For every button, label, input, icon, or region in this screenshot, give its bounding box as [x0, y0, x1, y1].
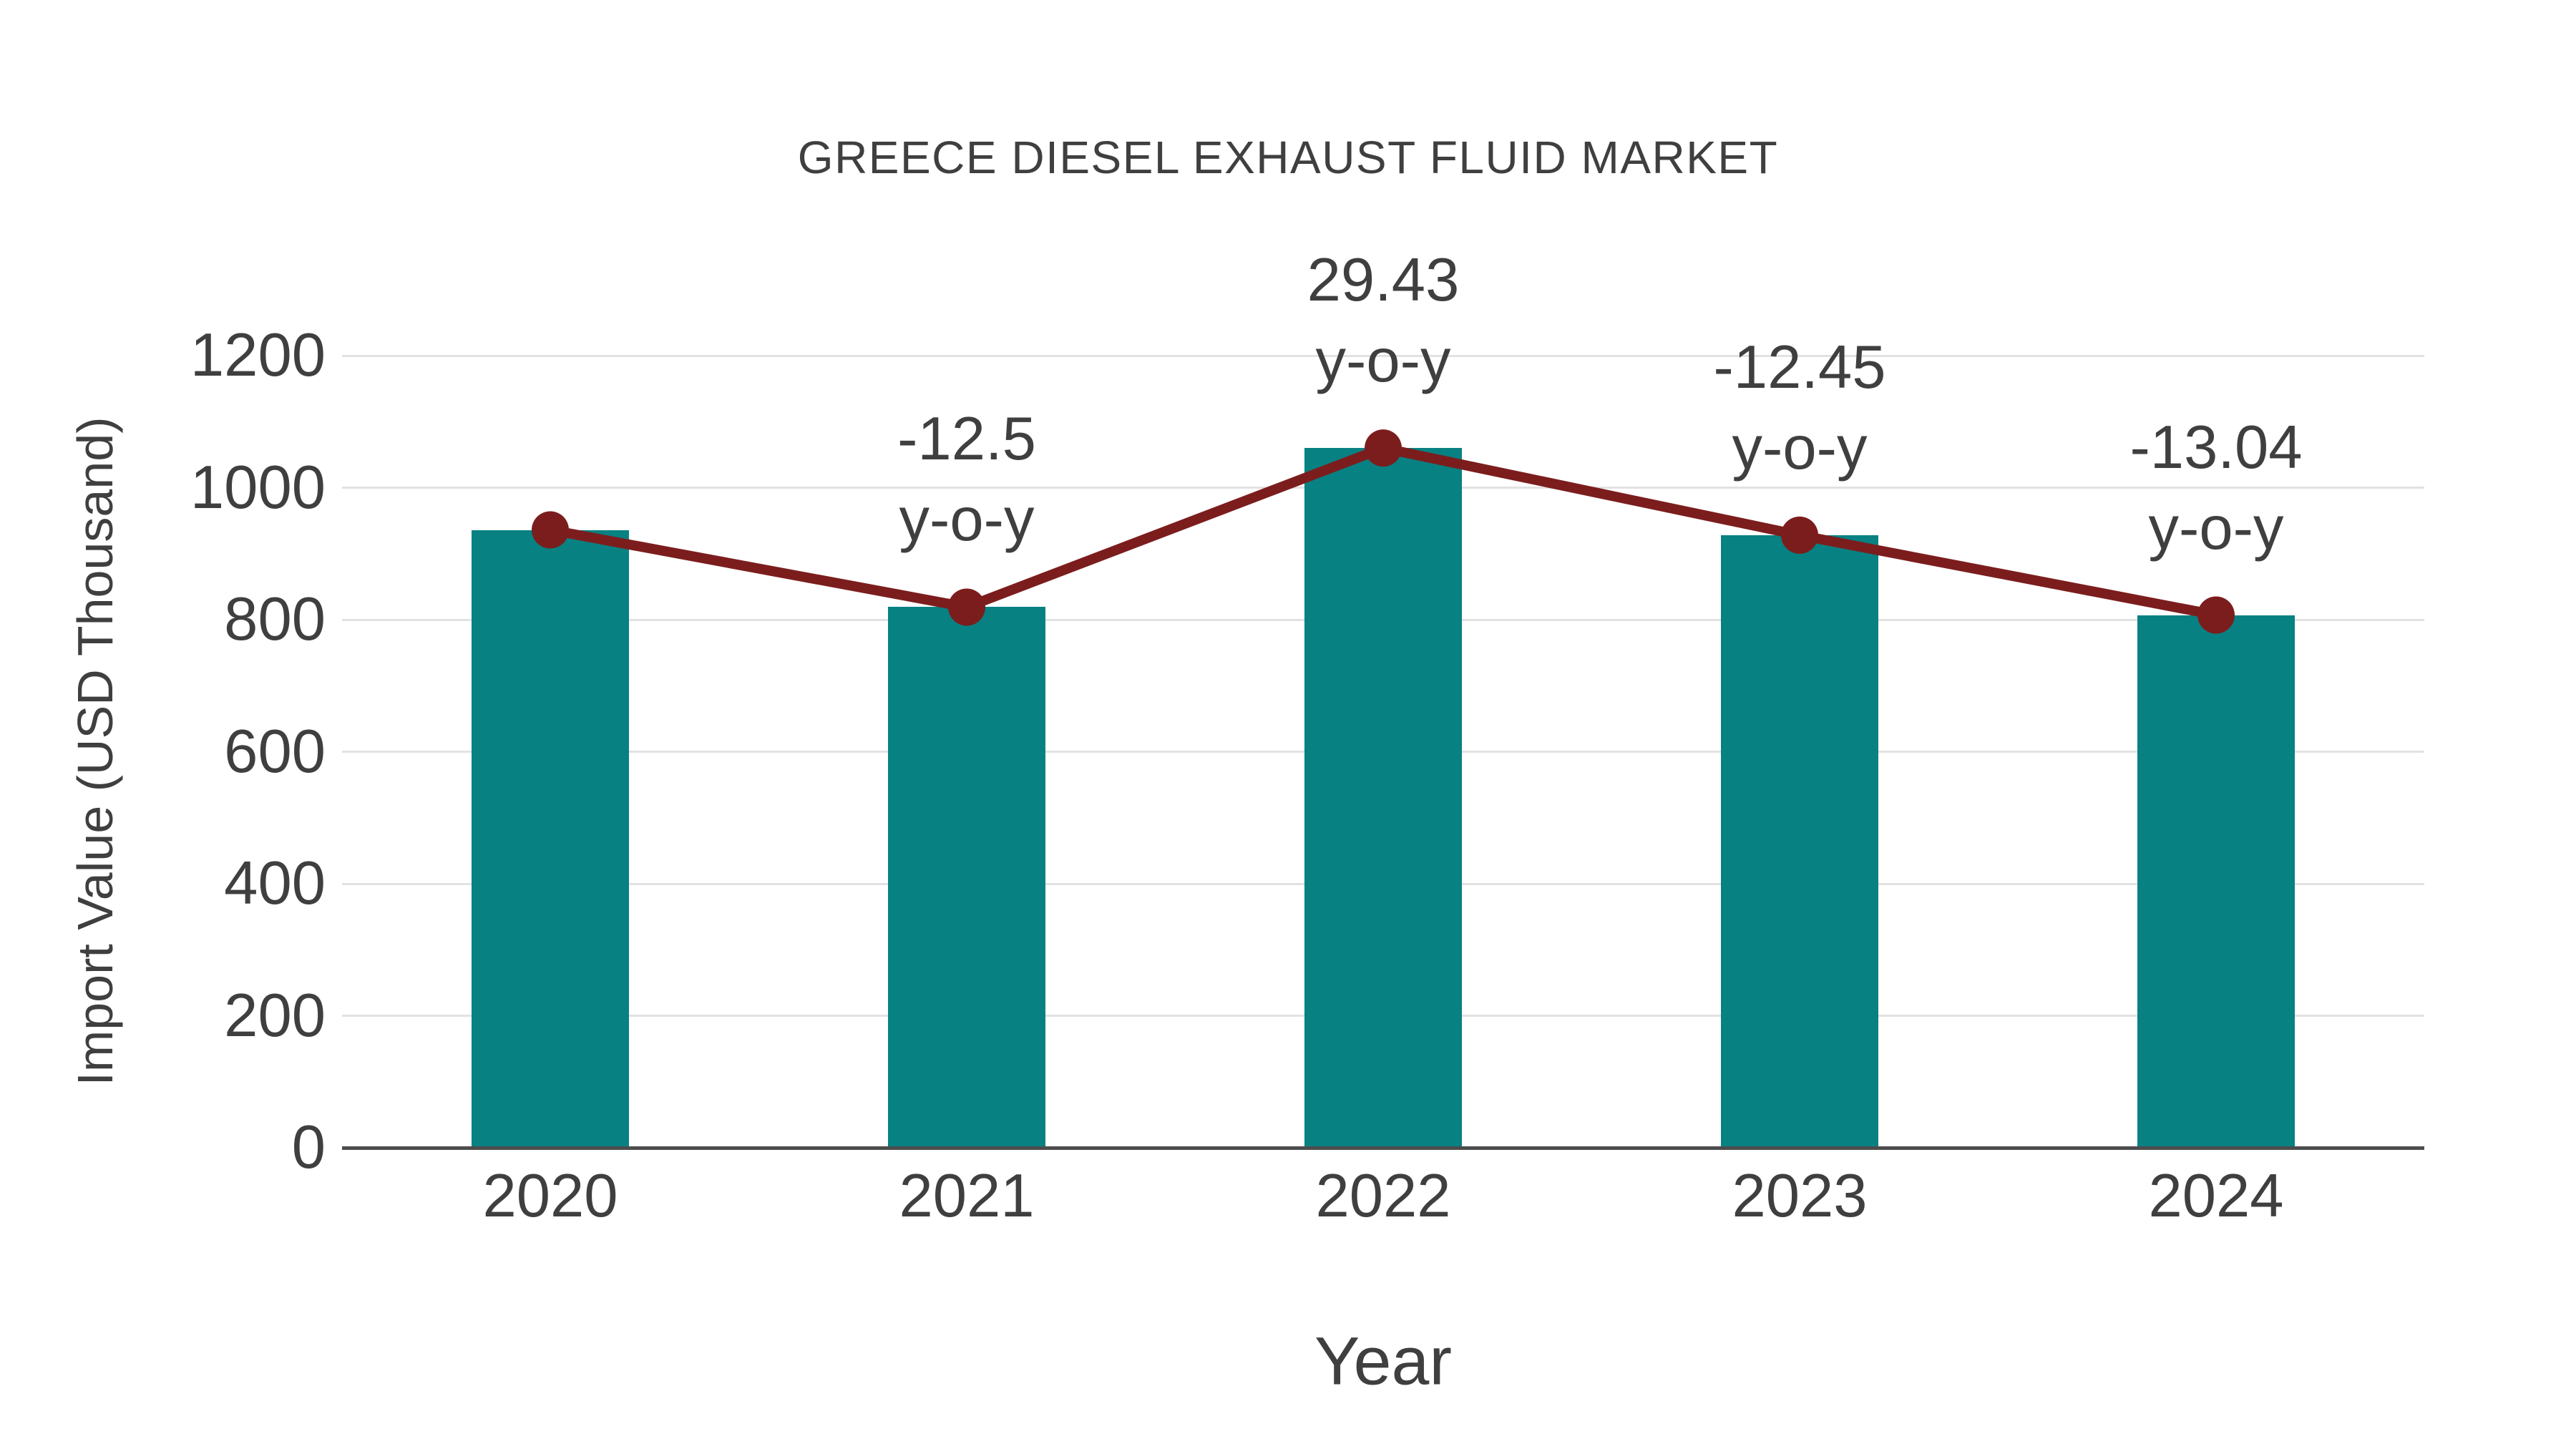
chart-title: GREECE DIESEL EXHAUST FLUID MARKET — [797, 132, 1779, 183]
yoy-marker-2021 — [948, 588, 985, 626]
x-axis-label: Year — [1314, 1323, 1452, 1400]
bar-2024 — [2137, 615, 2295, 1148]
y-tick-label-200: 200 — [224, 981, 326, 1050]
annotation-2024-label: y-o-y — [2148, 494, 2284, 562]
annotation-2021-label: y-o-y — [899, 486, 1035, 555]
y-tick-label-1000: 1000 — [190, 453, 326, 522]
annotation-2022-value: 29.43 — [1307, 246, 1460, 315]
y-tick-label-0: 0 — [291, 1113, 326, 1181]
x-tick-label-2022: 2022 — [1315, 1162, 1451, 1230]
annotation-2021-value: -12.5 — [897, 405, 1036, 474]
annotation-2023-label: y-o-y — [1732, 414, 1868, 482]
x-axis-line — [342, 1146, 2424, 1150]
bar-2020 — [472, 530, 629, 1148]
y-tick-label-600: 600 — [224, 717, 326, 786]
annotation-2022-label: y-o-y — [1315, 327, 1451, 396]
y-tick-label-800: 800 — [224, 585, 326, 653]
yoy-line — [549, 442, 2218, 620]
x-tick-label-2024: 2024 — [2148, 1162, 2284, 1230]
bar-2022 — [1304, 448, 1462, 1148]
y-tick-label-1200: 1200 — [190, 321, 326, 389]
yoy-marker-2020 — [532, 511, 569, 549]
annotation-2024-value: -13.04 — [2129, 413, 2303, 482]
annotation-2023-value: -12.45 — [1713, 333, 1886, 401]
x-tick-label-2020: 2020 — [482, 1162, 618, 1230]
bar-2021 — [888, 607, 1045, 1148]
gridline-1200 — [342, 354, 2424, 357]
yoy-marker-2024 — [2197, 596, 2235, 634]
bar-2023 — [1721, 535, 1878, 1148]
yoy-marker-2022 — [1365, 429, 1402, 467]
x-tick-label-2023: 2023 — [1732, 1162, 1868, 1230]
yoy-marker-2023 — [1781, 516, 1818, 554]
x-tick-label-2021: 2021 — [899, 1162, 1035, 1230]
y-tick-label-400: 400 — [224, 849, 326, 917]
